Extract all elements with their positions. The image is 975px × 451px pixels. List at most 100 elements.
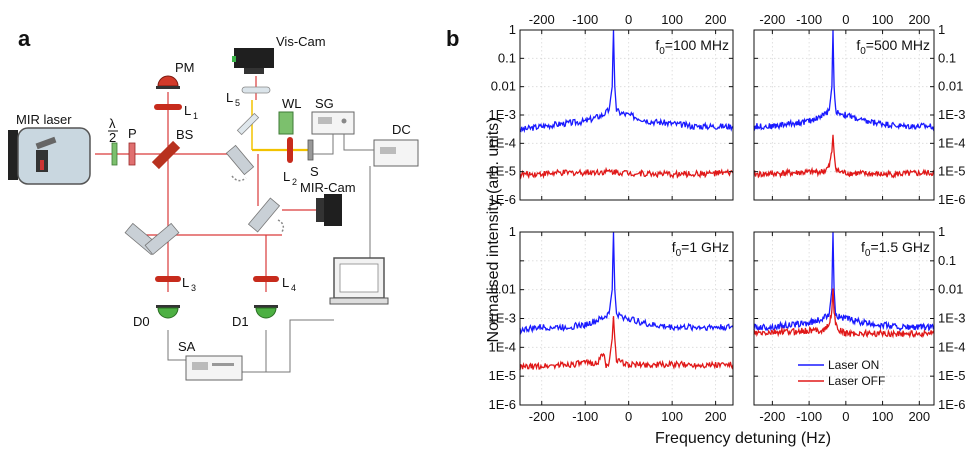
x-tick-label: -200	[529, 409, 555, 424]
lens-l4-sub: 4	[291, 283, 296, 293]
polarizer: P	[128, 126, 137, 166]
lens-l1-label: L	[184, 103, 191, 118]
y-tick-label: 1E-6	[938, 192, 965, 207]
panel-b-label: b	[446, 26, 459, 51]
lens-l2-label: L	[283, 169, 290, 184]
electrical-wires	[167, 134, 374, 373]
mir-laser: MIR laser	[8, 112, 91, 185]
x-tick-label: 100	[872, 12, 894, 27]
chart-bottom-right: -200 -100 0 100 200 1 0.1 0.01 1E-3 1E-4 1E-5 1E-6 f…	[753, 224, 965, 424]
half-wave-plate: λ 2	[108, 116, 118, 166]
lens-l3: L 3	[155, 275, 196, 293]
mir-camera: MIR-Cam	[300, 180, 356, 226]
signal-generator: SG	[311, 96, 355, 135]
frequency-annotation: f0=500 MHz	[856, 37, 930, 57]
lens-l5-label: L	[226, 90, 233, 105]
series-line-laser-on	[753, 231, 935, 332]
x-tick-label: -100	[796, 12, 822, 27]
series-line-laser-off	[519, 166, 734, 180]
x-tick-label: 0	[625, 12, 632, 27]
y-tick-label: 1E-6	[489, 397, 516, 412]
panel-a-label: a	[18, 26, 31, 51]
chart-top-right: -200 -100 0 100 200 1 0.1 0.01 1E-3 1E-4 1E-5 1E-6 f…	[753, 12, 965, 207]
y-tick-label: 1E-5	[489, 164, 516, 179]
detector-d1: D1	[232, 305, 278, 329]
y-tick-label: 0.1	[938, 50, 956, 65]
frequency-annotation: f0=1.5 GHz	[861, 239, 930, 259]
lens-l3-sub: 3	[191, 283, 196, 293]
beam-splitter-label: BS	[176, 127, 194, 142]
lens-l4-label: L	[282, 275, 289, 290]
beam-splitter: BS	[151, 127, 194, 170]
vis-camera: Vis-Cam	[232, 34, 326, 74]
lens-l1-sub: 1	[193, 111, 198, 121]
y-tick-label: 1E-4	[489, 135, 516, 150]
y-tick-label: 1	[509, 22, 516, 37]
x-tick-label: 0	[842, 409, 849, 424]
legend-entry: Laser ON	[828, 358, 879, 372]
power-meter: PM	[156, 60, 195, 89]
y-tick-label: 0.01	[491, 79, 516, 94]
y-tick-label: 0.01	[938, 79, 963, 94]
y-tick-label: 1E-3	[489, 107, 516, 122]
folding-mirror-right	[247, 197, 285, 233]
x-tick-label: 200	[908, 12, 930, 27]
dc-source: DC	[373, 122, 419, 167]
y-tick-label: 1E-6	[489, 192, 516, 207]
x-tick-label: 0	[842, 12, 849, 27]
detector-d0: D0	[133, 305, 180, 329]
y-tick-label: 1E-4	[938, 339, 965, 354]
y-tick-label: 1E-3	[938, 107, 965, 122]
lens-l2-sub: 2	[292, 177, 297, 187]
panel-b-spectra: b Normalised intensity (arb. units) Freq…	[446, 12, 965, 447]
y-tick-label: 1	[509, 224, 516, 239]
series-line-laser-off	[753, 288, 935, 339]
series-line-laser-on	[519, 231, 734, 335]
dc-source-label: DC	[392, 122, 411, 137]
y-tick-label: 0.01	[938, 282, 963, 297]
vis-cam-label: Vis-Cam	[276, 34, 326, 49]
lens-l1: L 1	[154, 103, 198, 121]
series-line-laser-off	[753, 134, 935, 179]
x-tick-label: -200	[759, 12, 785, 27]
x-tick-label: -100	[796, 409, 822, 424]
series-line-laser-off	[519, 316, 734, 371]
x-tick-label: 100	[661, 12, 683, 27]
y-tick-label: 0.1	[498, 50, 516, 65]
legend-entry: Laser OFF	[828, 374, 885, 388]
lens-l2: L 2	[283, 137, 297, 187]
spectrum-analyzer: SA	[178, 339, 243, 381]
white-light-source: WL	[278, 96, 302, 135]
y-tick-label: 0.1	[938, 253, 956, 268]
lens-l4: L 4	[253, 275, 296, 293]
spectrum-analyzer-label: SA	[178, 339, 196, 354]
x-tick-label: -100	[572, 409, 598, 424]
y-tick-label: 1E-5	[938, 368, 965, 383]
half-wave-bottom-label: 2	[109, 130, 116, 145]
x-tick-label: -200	[759, 409, 785, 424]
computer	[329, 257, 389, 305]
chart-top-left: -200 -100 0 100 200 1 0.1 0.01 1E-3 1E-4 1E-5 1E-6 f…	[489, 12, 734, 207]
y-tick-label: 1E-5	[489, 368, 516, 383]
panel-a-setup: a MIR laser λ	[8, 26, 419, 381]
scanning-mirror	[225, 144, 255, 182]
mir-cam-label: MIR-Cam	[300, 180, 356, 195]
lens-l5: L 5	[226, 86, 271, 108]
y-axis-title: Normalised intensity (arb. units)	[485, 118, 502, 343]
spectra-charts: -200 -100 0 100 20010.10.011E-31E-41E-51E-6f…	[489, 12, 966, 424]
detector-d0-label: D0	[133, 314, 150, 329]
series-line-laser-on	[519, 29, 734, 134]
half-wave-top-label: λ	[109, 116, 116, 131]
x-axis-title: Frequency detuning (Hz)	[655, 430, 831, 447]
chart-bottom-left: -200 -100 0 100 200 1 0.01 1E-3 1E-4 1E-5 1E-6 f0=1…	[489, 224, 734, 424]
frequency-annotation: f0=100 MHz	[655, 37, 729, 57]
y-tick-label: 1E-6	[938, 397, 965, 412]
sample: S	[307, 139, 319, 179]
signal-generator-label: SG	[315, 96, 334, 111]
y-tick-label: 0.01	[491, 282, 516, 297]
y-tick-label: 1	[938, 224, 945, 239]
x-tick-label: 200	[908, 409, 930, 424]
lens-l5-sub: 5	[235, 98, 240, 108]
x-tick-label: 200	[705, 409, 727, 424]
